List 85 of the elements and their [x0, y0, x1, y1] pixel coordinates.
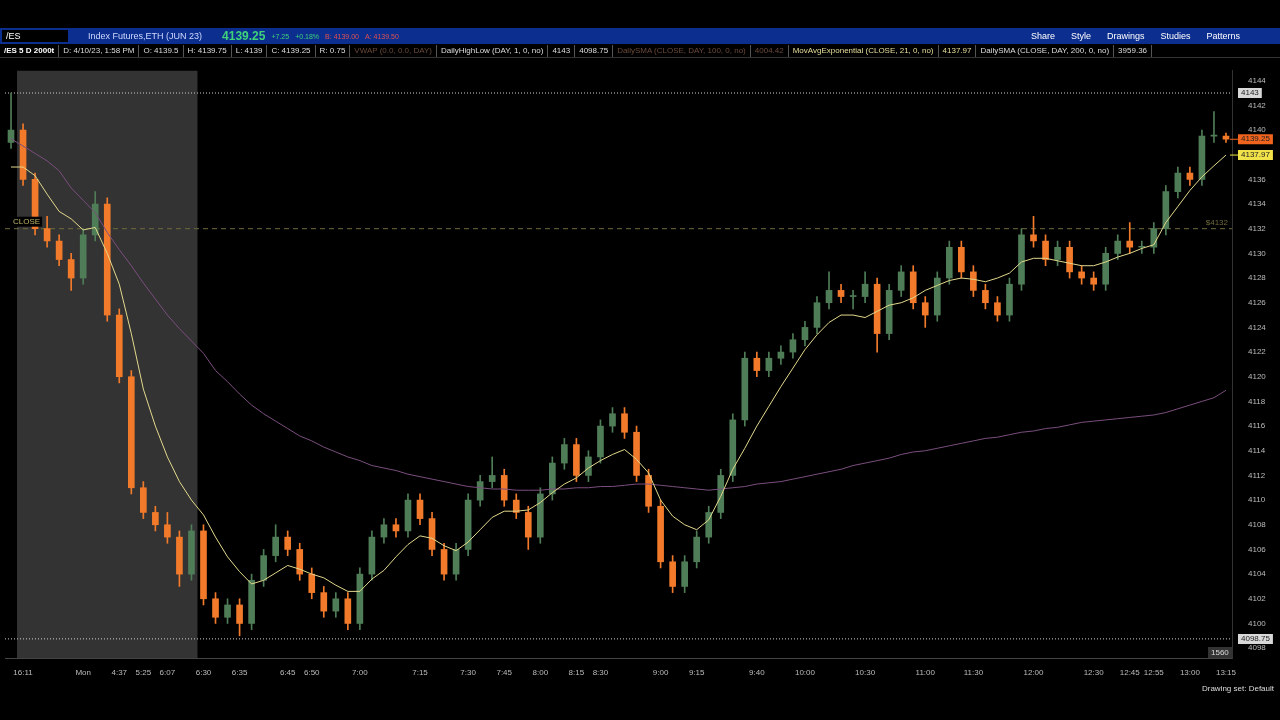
y-tick-label: 4120: [1248, 371, 1267, 381]
x-tick-label: 9:15: [688, 668, 706, 677]
y-tick-label: 4140: [1248, 125, 1267, 135]
text: Drawing set: Default: [1201, 684, 1274, 693]
x-tick-label: 6:30: [195, 668, 212, 677]
y-tick-label: 4144: [1248, 75, 1267, 85]
text: 4139.25: [222, 29, 266, 43]
x-tick-label: 6:45: [279, 668, 297, 677]
y-tick-label: 4102: [1248, 593, 1267, 603]
text: O: 4139.5: [139, 44, 184, 57]
y-tick-label: 4132: [1248, 223, 1267, 233]
x-tick-label: 10:30: [855, 668, 876, 677]
x-tick-label: 12:55: [1143, 668, 1165, 677]
y-tick-label: 4118: [1248, 396, 1266, 406]
text: C: 4139.25: [267, 44, 316, 57]
y-tick-label: 4124: [1248, 322, 1267, 332]
x-tick-label: 12:00: [1023, 668, 1045, 677]
y-tick-label: 4134: [1248, 199, 1267, 209]
x-tick-label: 9:00: [652, 668, 669, 677]
y-tick-label: 4114: [1248, 445, 1266, 455]
y-tick-label: 4106: [1248, 544, 1267, 554]
x-tick-label: 13:15: [1215, 668, 1237, 677]
ref-line-label: 4098.75: [1241, 634, 1271, 644]
x-tick-label: 7:45: [496, 668, 513, 677]
x-tick-label: 13:00: [1179, 668, 1201, 677]
x-tick-label: 16:11: [13, 668, 34, 677]
x-tick-label: 7:00: [352, 668, 369, 677]
text: /ES: [2, 30, 68, 42]
x-tick-label: 7:15: [412, 668, 429, 677]
text: DailySMA (CLOSE, DAY, 200, 0, no): [976, 44, 1115, 57]
text: DailyHighLow (DAY, 1, 0, no): [436, 44, 549, 57]
y-tick-label: 4104: [1248, 569, 1267, 579]
text: R: 0.75: [315, 44, 351, 57]
y-tick-label: 4116: [1248, 421, 1266, 431]
x-tick-label: 11:00: [915, 668, 936, 677]
y-tick-label: 4122: [1248, 347, 1267, 357]
text: DailySMA (CLOSE, DAY, 100, 0, no): [613, 44, 751, 57]
ref-line-label: $4132: [1205, 217, 1229, 227]
annotation: 4137.97: [1241, 150, 1271, 160]
y-tick-label: 4136: [1248, 174, 1267, 184]
text: MovAvgExponential (CLOSE, 21, 0, no): [788, 44, 939, 57]
annotation: 4139.25: [1241, 134, 1271, 144]
y-tick-label: 4128: [1248, 273, 1267, 283]
text: Style: [1070, 31, 1091, 41]
text: Drawings: [1106, 31, 1145, 41]
x-tick-label: 8:30: [592, 668, 609, 677]
x-tick-label: 7:30: [460, 668, 477, 677]
text: 4137.97: [938, 44, 977, 57]
x-tick-label: 8:15: [568, 668, 585, 677]
x-tick-label: 12:45: [1119, 668, 1141, 677]
x-tick-label: 12:30: [1083, 668, 1105, 677]
annotation: 1560: [1208, 647, 1232, 658]
x-tick-label: 6:07: [159, 668, 176, 677]
x-tick-label: 4:37: [111, 668, 128, 677]
y-tick-label: 4098: [1248, 643, 1267, 653]
ref-line-label: 4143: [1241, 88, 1260, 98]
y-tick-label: 4142: [1248, 100, 1267, 110]
annotation: CLOSE: [13, 216, 41, 226]
x-tick-label: 8:00: [532, 668, 549, 677]
y-tick-label: 4126: [1248, 297, 1267, 307]
text: H: 4139.75: [183, 44, 232, 57]
x-tick-label: 11:30: [963, 668, 984, 677]
text: VWAP (0.0, 0.0, DAY): [350, 44, 437, 57]
chart-title: Index Futures,ETH (JUN 23): [88, 31, 203, 41]
x-tick-label: 10:00: [794, 668, 816, 677]
x-tick-label: 5:25: [135, 668, 152, 677]
y-tick-label: 4112: [1248, 470, 1266, 480]
y-tick-label: 4110: [1248, 495, 1266, 505]
y-tick-label: 4130: [1248, 248, 1267, 258]
y-tick-label: 4100: [1248, 618, 1267, 628]
text: 4004.42: [750, 44, 789, 57]
text: 4098.75: [575, 44, 614, 57]
text: Patterns: [1206, 31, 1240, 41]
text: Studies: [1160, 31, 1191, 41]
text: Share: [1030, 31, 1055, 41]
text: 4143: [548, 44, 576, 57]
x-tick-label: 6:35: [231, 668, 248, 677]
x-tick-label: 6:50: [303, 668, 321, 677]
text: D: 4/10/23, 1:58 PM: [59, 44, 140, 57]
text: L: 4139: [231, 44, 268, 57]
x-tick-label: Mon: [75, 668, 91, 677]
text: 3959.36: [1114, 44, 1153, 57]
y-tick-label: 4108: [1248, 519, 1267, 529]
x-tick-label: 9:40: [749, 668, 766, 677]
text: /ES 5 D 2000t: [0, 44, 60, 57]
